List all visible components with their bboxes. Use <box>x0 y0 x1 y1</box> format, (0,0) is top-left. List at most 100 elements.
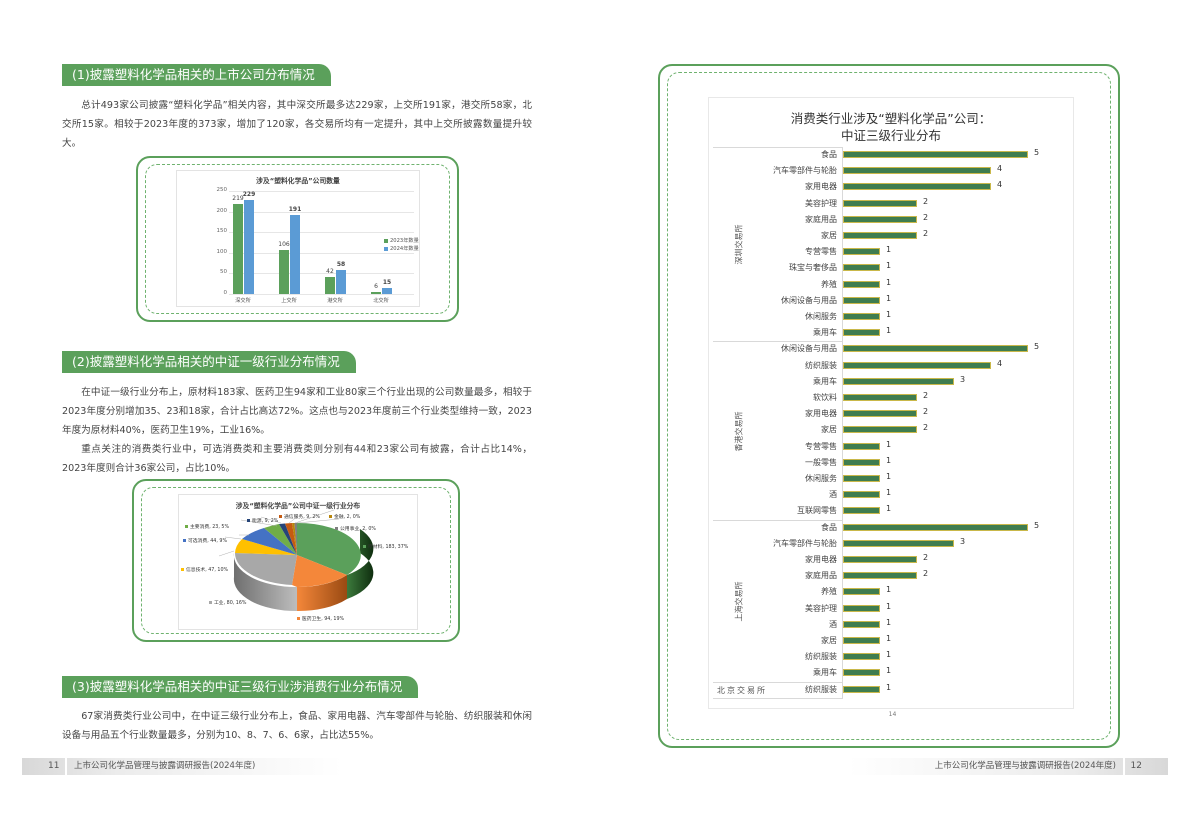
group-divider <box>713 681 843 683</box>
bar <box>843 215 917 223</box>
consumer-industry-bar-chart: 消费类行业涉及“塑料化学品”公司： 中证三级行业分布 食品 5 汽车零部件与轮胎 4 家… <box>708 97 1074 709</box>
bar-value-label: 3 <box>960 374 966 384</box>
exchange-group-label: 香港交易所 <box>734 411 744 451</box>
bar-row: 互联网零售 1 <box>709 503 1069 519</box>
bar-row: 家庭用品 2 <box>709 212 1069 228</box>
bar-row: 纺织服装 1 <box>709 682 1069 698</box>
pie-label-utilities: 公用事业, 2, 0% <box>335 525 376 532</box>
bar-row: 食品 5 <box>709 147 1069 163</box>
chart-title: 涉及“塑料化学品”公司数量 <box>256 177 340 185</box>
gridline <box>229 232 414 234</box>
footer-title: 上市公司化学品管理与披露调研报告(2024年度) <box>74 761 256 771</box>
bar <box>843 523 1028 531</box>
bar-0-1 <box>279 250 289 294</box>
pie-label-communication: 通信服务, 9, 2% <box>279 513 320 520</box>
bar-value-label: 2 <box>923 553 929 562</box>
gridline <box>229 191 414 192</box>
category-label: 休闲设备与用品 <box>781 295 837 305</box>
x-tick-label: 北交所 <box>373 298 389 304</box>
y-tick-label: 250 <box>216 187 228 193</box>
exchange-group-label: 深圳交易所 <box>734 224 744 265</box>
bar-value-label: 1 <box>886 326 892 336</box>
group-divider <box>713 147 843 148</box>
exchange-group-label: 上海交易所 <box>734 581 744 622</box>
category-label: 汽车零部件与轮胎 <box>773 166 837 176</box>
left-page: (1)披露塑料化学品相关的上市公司分布情况 总计493家公司披露“塑料化学品”相… <box>22 64 532 775</box>
category-label: 家用电器 <box>805 182 837 192</box>
company-count-bar-chart: 涉及“塑料化学品”公司数量 0 50 100 150 200 250 219 229 深交所 10… <box>176 170 420 307</box>
dashed-border <box>145 164 450 314</box>
dashed-border <box>141 487 451 634</box>
pie-label-consumer-discretionary: 可选消费, 44, 9% <box>183 537 227 544</box>
dashed-border <box>667 72 1111 740</box>
y-tick-label: 100 <box>216 248 228 255</box>
bar-value-label: 4 <box>997 180 1003 190</box>
bar-row: 汽车零部件与轮胎 3 <box>709 536 1069 552</box>
bar <box>843 410 917 418</box>
bar-0-0 <box>233 203 243 294</box>
pie-label-energy: 能源, 9, 2% <box>247 517 278 524</box>
bar-row: 家居 2 <box>709 228 1069 244</box>
bar-row: 美容护理 2 <box>709 196 1069 212</box>
bar-value-label: 2 <box>923 196 929 206</box>
bar-value-label: 1 <box>886 585 892 595</box>
category-label: 家庭用品 <box>805 214 837 224</box>
x-tick-label: 港交所 <box>327 298 343 304</box>
bar-row: 乘用车 1 <box>709 325 1069 341</box>
category-label: 家居 <box>821 425 837 435</box>
category-label: 纺织服装 <box>805 684 837 694</box>
pie-label-finance: 金融, 2, 0% <box>329 513 360 520</box>
footer-bar: 11 上市公司化学品管理与披露调研报告(2024年度) <box>22 758 342 775</box>
category-label: 食品 <box>821 522 837 532</box>
bar-value-label: 2 <box>923 423 929 433</box>
category-label: 休闲服务 <box>805 312 837 321</box>
category-label: 家庭用品 <box>805 571 837 581</box>
bar <box>843 475 880 482</box>
bar <box>843 329 880 337</box>
bar-row: 食品 5 <box>709 520 1069 536</box>
y-tick-label: 50 <box>220 269 227 276</box>
category-label: 美容护理 <box>805 198 837 208</box>
chart-title: 消费类行业涉及“塑料化学品”公司： 中证三级行业分布 <box>790 111 992 143</box>
x-tick-label: 上交所 <box>281 298 297 304</box>
bar-value-label: 2 <box>923 229 929 238</box>
exchange-group-label: 北京交易所 <box>717 685 767 695</box>
bar <box>843 199 917 207</box>
category-label: 专营零售 <box>805 247 837 257</box>
category-label: 汽车零部件与轮胎 <box>773 538 837 548</box>
category-label: 美容护理 <box>805 603 837 613</box>
bar-row: 家用电器 2 <box>709 406 1069 422</box>
pie-label-it: 信息技术, 47, 10% <box>181 566 228 573</box>
bar-row: 汽车零部件与轮胎 4 <box>709 163 1069 179</box>
bar-value-label: 1 <box>886 472 892 481</box>
y-tick-label: 0 <box>223 290 228 296</box>
bar-value-label: 4 <box>997 358 1003 368</box>
bar <box>843 604 880 612</box>
category-label: 乘用车 <box>813 376 837 386</box>
bar <box>843 345 1028 353</box>
category-label: 软饮料 <box>813 393 837 402</box>
bar-value-label: 6 <box>374 282 378 290</box>
pie-label-healthcare: 医药卫生, 94, 19% <box>297 615 344 622</box>
bar-row: 家居 2 <box>709 422 1069 438</box>
bar-value-label: 1 <box>886 293 892 303</box>
industry-pie-chart: 涉及“塑料化学品”公司中证一级行业分布 <box>178 494 418 630</box>
bar-0-3 <box>371 291 381 294</box>
chart-page-number: 14 <box>888 711 897 718</box>
pie-label-industrials: 工业, 80, 16% <box>209 599 246 606</box>
bar-value-label: 1 <box>886 666 892 676</box>
legend-item: 2023年数量 <box>384 237 419 244</box>
y-tick-label: 200 <box>216 207 228 214</box>
bar <box>843 685 880 693</box>
page-number: 12 <box>1130 761 1142 771</box>
bar <box>843 491 880 499</box>
bar-row: 休闲设备与用品 1 <box>709 293 1069 309</box>
bar <box>843 167 991 175</box>
category-label: 纺织服装 <box>805 652 837 662</box>
category-label: 家居 <box>821 636 837 645</box>
bar-0-2 <box>325 276 335 294</box>
category-label: 酒 <box>829 619 837 629</box>
category-label: 休闲服务 <box>805 474 837 483</box>
bar <box>843 442 880 450</box>
category-label: 酒 <box>829 490 837 500</box>
